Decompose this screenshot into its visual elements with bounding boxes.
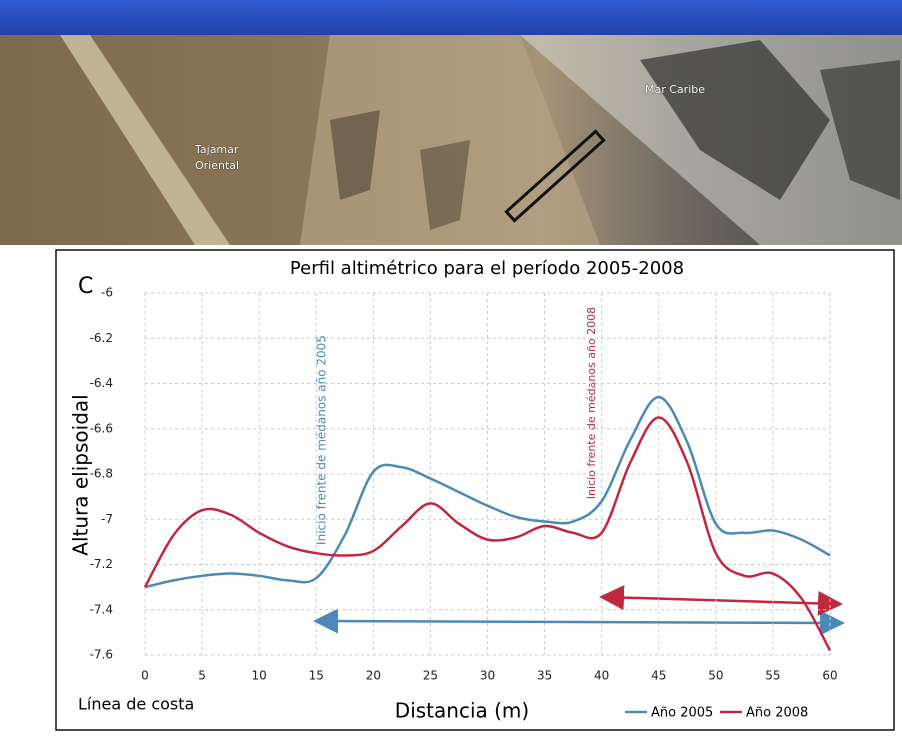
y-tick-label: -7.6 [90, 648, 113, 662]
y-axis-label: Altura elipsoidal [69, 394, 93, 555]
plot-area [144, 292, 831, 656]
chart-frame [55, 249, 895, 731]
x-tick-label: 55 [765, 669, 780, 683]
y-tick-label: -6.8 [90, 467, 113, 481]
panel-label: C [78, 274, 93, 299]
x-tick-label: 5 [198, 669, 206, 683]
photo-label: Tajamar [194, 143, 239, 156]
photo-label: Mar Caribe [645, 83, 705, 96]
data-line [144, 395, 831, 589]
y-tick-label: -7.4 [90, 602, 113, 616]
data-line [143, 416, 832, 652]
photo-label: Oriental [195, 159, 239, 172]
y-tick-label: -6.4 [90, 376, 113, 390]
x-tick-label: 20 [366, 669, 381, 683]
x-axis-label: Distancia (m) [395, 699, 529, 723]
x-tick-label: 50 [708, 669, 723, 683]
aerial-photo [0, 35, 902, 245]
legend-label: Año 2005 [651, 706, 713, 721]
x-tick-label: 45 [651, 669, 666, 683]
x-tick-label: 30 [480, 669, 495, 683]
legend-label: Año 2008 [746, 706, 808, 721]
x-tick-label: 35 [537, 669, 552, 683]
x-tick-label: 10 [252, 669, 267, 683]
x-tick-label: 60 [822, 669, 837, 683]
y-tick-label: -6.2 [90, 331, 113, 345]
y-tick-label: -7.2 [90, 557, 113, 571]
y-tick-label: -7 [101, 512, 113, 526]
x-tick-label: 0 [141, 669, 149, 683]
annotation: Línea de costa [78, 695, 194, 714]
range-arrow [599, 585, 843, 616]
x-tick-label: 15 [309, 669, 324, 683]
y-tick-label: -6 [101, 286, 113, 300]
x-tick-label: 25 [423, 669, 438, 683]
annotation: Inicio frente de médanos año 2005 [315, 335, 329, 545]
y-tick-label: -6.6 [90, 421, 113, 435]
header-band [0, 0, 902, 35]
annotation: Inicio frente de médanos año 2008 [585, 307, 598, 499]
range-arrow [313, 608, 845, 636]
x-tick-label: 40 [594, 669, 609, 683]
chart-title: Perfil altimétrico para el período 2005-… [290, 258, 684, 279]
